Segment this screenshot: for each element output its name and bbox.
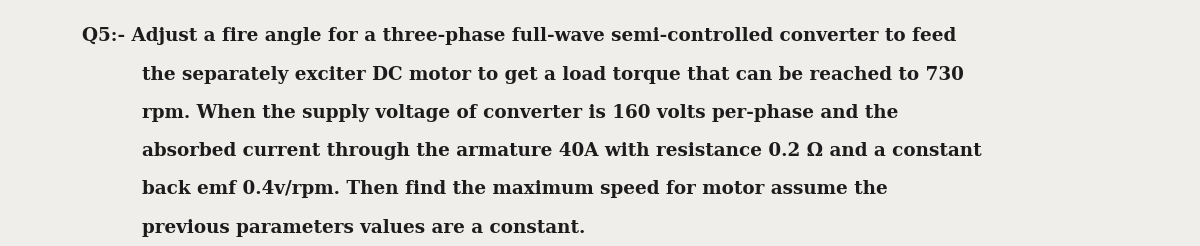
Text: rpm. When the supply voltage of converter is 160 volts per-phase and the: rpm. When the supply voltage of converte… [142,104,898,122]
Text: the separately exciter DC motor to get a load torque that can be reached to 730: the separately exciter DC motor to get a… [142,66,964,84]
Text: Q5:- Adjust a fire angle for a three-phase full-wave semi-controlled converter t: Q5:- Adjust a fire angle for a three-pha… [82,27,956,45]
Text: back emf 0.4v/rpm. Then find the maximum speed for motor assume the: back emf 0.4v/rpm. Then find the maximum… [142,180,887,199]
Text: absorbed current through the armature 40A with resistance 0.2 Ω and a constant: absorbed current through the armature 40… [142,142,982,160]
Text: previous parameters values are a constant.: previous parameters values are a constan… [142,218,584,237]
